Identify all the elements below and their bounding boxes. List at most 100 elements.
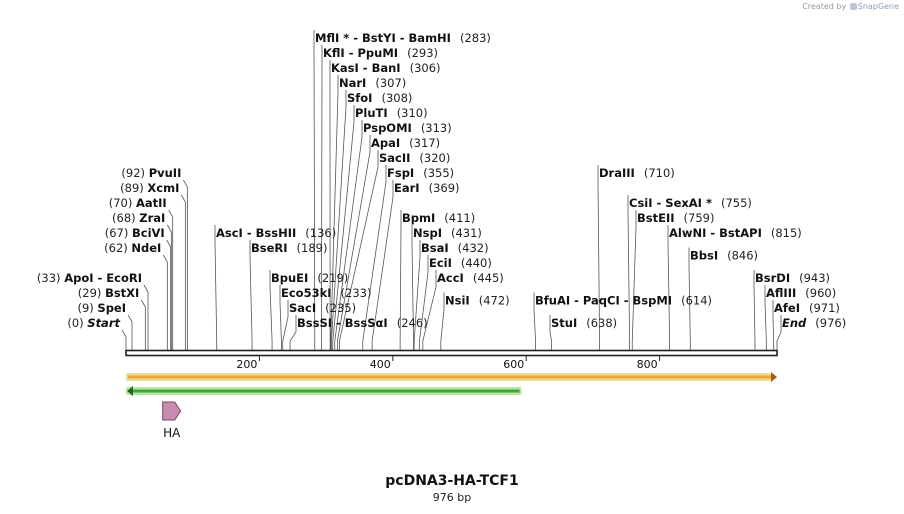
enzyme-position-label: (235) bbox=[325, 301, 356, 315]
enzyme-position-label: (815) bbox=[771, 226, 802, 240]
ha-tag-arrow bbox=[162, 401, 182, 421]
enzyme-label: NspI (431) bbox=[413, 226, 482, 240]
enzyme-site-line bbox=[533, 292, 536, 350]
enzyme-site-line bbox=[121, 329, 127, 350]
enzyme-label: EciI (440) bbox=[429, 256, 492, 270]
enzyme-position-label: (92) bbox=[121, 166, 148, 180]
enzyme-position-label: (68) bbox=[112, 211, 139, 225]
plasmid-name: pcDNA3-HA-TCF1 bbox=[385, 473, 519, 489]
enzyme-site-line bbox=[332, 105, 355, 350]
enzyme-site-line bbox=[597, 165, 600, 350]
enzyme-position-label: (9) bbox=[77, 301, 97, 315]
enzyme-site-line bbox=[362, 165, 387, 350]
enzyme-site-line bbox=[289, 315, 297, 350]
enzyme-name-label: NspI bbox=[413, 226, 442, 240]
enzyme-name-label: Eco53kI bbox=[281, 286, 332, 300]
enzyme-position-label: (67) bbox=[105, 226, 132, 240]
enzyme-position-label: (189) bbox=[297, 241, 328, 255]
enzyme-position-label: (411) bbox=[444, 211, 475, 225]
enzyme-name-label: BssSI - BssSαI bbox=[297, 316, 388, 330]
enzyme-label: AscI - BssHII (136) bbox=[216, 226, 336, 240]
enzyme-name-label: EarI bbox=[394, 181, 420, 195]
enzyme-site-line bbox=[183, 179, 188, 350]
enzyme-name-label: End bbox=[782, 316, 807, 330]
enzyme-name-label: ZraI bbox=[139, 211, 165, 225]
enzyme-label: (70) AatII bbox=[109, 196, 167, 210]
enzyme-site-line bbox=[334, 120, 363, 350]
enzyme-name-label: BseRI bbox=[251, 241, 288, 255]
enzyme-label: BbsI (846) bbox=[690, 249, 758, 263]
enzyme-position-label: (638) bbox=[586, 316, 617, 330]
enzyme-name-label: Start bbox=[87, 316, 120, 330]
enzyme-label: BpmI (411) bbox=[402, 211, 475, 225]
enzyme-position-label: (313) bbox=[421, 121, 452, 135]
enzyme-position-label: (943) bbox=[799, 271, 830, 285]
enzyme-name-label: BsrDI bbox=[755, 271, 790, 285]
orange-feature-arrowhead bbox=[771, 372, 777, 382]
enzyme-name-label: PluTI bbox=[355, 106, 388, 120]
enzyme-name-label: BfuAI - PaqCI - BspMI bbox=[535, 294, 672, 308]
enzyme-name-label: SpeI bbox=[97, 301, 126, 315]
sequence-backbone: 200 400 600 800 bbox=[125, 349, 778, 371]
enzyme-position-label: (431) bbox=[451, 226, 482, 240]
enzyme-site-line bbox=[413, 240, 421, 350]
enzyme-site-line bbox=[321, 45, 323, 350]
enzyme-name-label: SfoI bbox=[347, 91, 372, 105]
enzyme-name-label: KasI - BanI bbox=[331, 61, 401, 75]
enzyme-position-label: (306) bbox=[410, 61, 441, 75]
enzyme-position-label: (293) bbox=[407, 46, 438, 60]
enzyme-site-line bbox=[764, 285, 767, 350]
enzyme-name-label: CsiI - SexAI * bbox=[629, 196, 712, 210]
enzyme-name-label: BpuEI bbox=[271, 271, 308, 285]
enzyme-label: PspOMI (313) bbox=[363, 121, 452, 135]
enzyme-site-line bbox=[337, 135, 371, 350]
enzyme-position-label: (308) bbox=[381, 91, 412, 105]
enzyme-site-labels: (0) Start(9) SpeI(29) BstXI(33) ApoI - E… bbox=[37, 31, 846, 330]
enzyme-label: AccI (445) bbox=[437, 271, 504, 285]
enzyme-label: (0) Start bbox=[67, 316, 120, 330]
enzyme-position-label: (355) bbox=[423, 166, 454, 180]
enzyme-position-label: (310) bbox=[397, 106, 428, 120]
enzyme-site-line bbox=[688, 247, 691, 350]
enzyme-site-line bbox=[181, 194, 186, 350]
enzyme-site-line bbox=[127, 314, 133, 350]
enzyme-label: ApaI (317) bbox=[371, 136, 440, 150]
enzyme-site-line bbox=[772, 300, 775, 350]
enzyme-name-label: NarI bbox=[339, 76, 366, 90]
enzyme-site-line bbox=[422, 270, 437, 350]
enzyme-position-label: (307) bbox=[375, 76, 406, 90]
enzyme-site-line bbox=[549, 315, 552, 350]
enzyme-site-line bbox=[419, 255, 429, 350]
enzyme-site-line bbox=[339, 150, 379, 350]
ha-tag-label: HA bbox=[163, 426, 181, 440]
enzyme-name-label: FspI bbox=[387, 166, 414, 180]
enzyme-position-label: (29) bbox=[78, 286, 105, 300]
enzyme-name-label: AfeI bbox=[774, 301, 800, 315]
enzyme-site-line bbox=[411, 225, 414, 350]
enzyme-position-label: (614) bbox=[681, 294, 712, 308]
enzyme-site-line bbox=[371, 180, 394, 350]
plasmid-length: 976 bp bbox=[432, 491, 472, 504]
enzyme-label: NarI (307) bbox=[339, 76, 406, 90]
enzyme-label: (33) ApoI - EcoRI bbox=[37, 271, 142, 285]
enzyme-site-line bbox=[627, 195, 630, 350]
enzyme-label: (9) SpeI bbox=[77, 301, 126, 315]
enzyme-site-line bbox=[143, 284, 149, 350]
enzyme-label: (29) BstXI bbox=[78, 286, 140, 300]
enzyme-label: (67) BciVI bbox=[105, 226, 165, 240]
enzyme-site-line bbox=[776, 315, 782, 350]
enzyme-position-label: (971) bbox=[809, 301, 840, 315]
enzyme-site-line bbox=[399, 210, 402, 350]
enzyme-name-label: AflIII bbox=[766, 286, 796, 300]
enzyme-label: BpuEI (219) bbox=[271, 271, 348, 285]
enzyme-position-label: (960) bbox=[805, 286, 836, 300]
enzyme-position-label: (755) bbox=[721, 196, 752, 210]
backbone-bar bbox=[125, 349, 778, 357]
enzyme-name-label: KflI - PpuMI bbox=[323, 46, 398, 60]
enzyme-name-label: DraIII bbox=[599, 166, 635, 180]
enzyme-label: BsrDI (943) bbox=[755, 271, 830, 285]
enzyme-name-label: XcmI bbox=[147, 181, 179, 195]
enzyme-label: BstEII (759) bbox=[637, 211, 714, 225]
enzyme-label: StuI (638) bbox=[551, 316, 617, 330]
